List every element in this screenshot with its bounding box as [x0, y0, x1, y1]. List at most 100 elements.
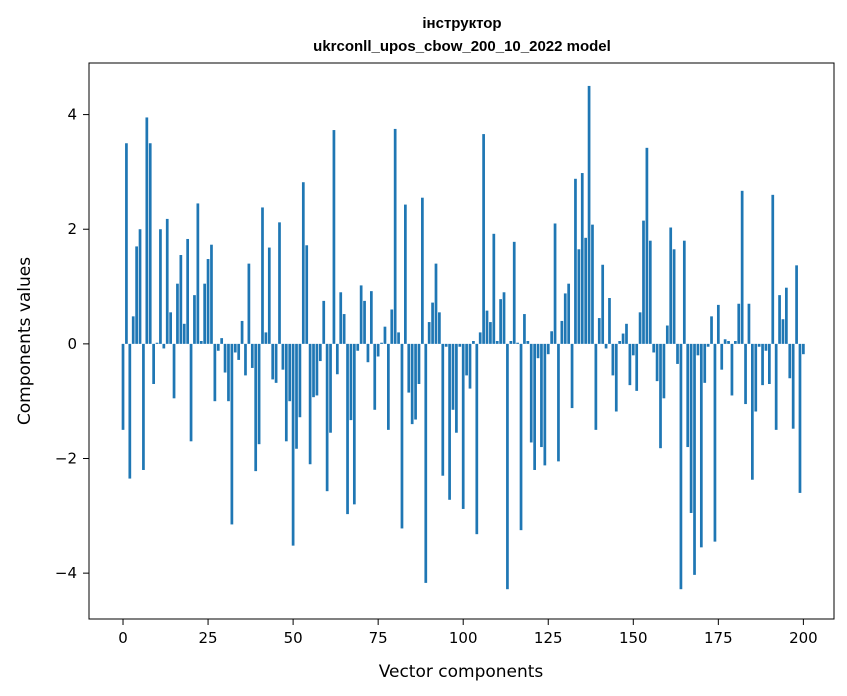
bar-50	[291, 343, 295, 546]
bar-5	[138, 229, 142, 344]
bar-104	[475, 343, 479, 535]
bar-25	[206, 259, 210, 344]
bar-166	[686, 343, 690, 448]
bar-series	[121, 85, 805, 590]
bar-173	[710, 316, 713, 344]
bar-145	[614, 343, 618, 412]
bar-116	[516, 342, 519, 344]
bar-9	[152, 343, 155, 384]
bar-146	[618, 341, 622, 344]
bar-141	[601, 264, 605, 344]
x-tick-label-175: 175	[704, 629, 733, 647]
bar-176	[720, 343, 724, 370]
bar-47	[281, 343, 285, 370]
x-tick-label-100: 100	[449, 629, 478, 647]
bar-16	[176, 283, 179, 344]
bar-14	[169, 312, 172, 344]
y-axis-label: Components values	[15, 257, 35, 425]
bar-136	[584, 237, 588, 344]
bar-135	[580, 173, 584, 344]
bar-67	[349, 343, 353, 421]
bar-12	[162, 343, 166, 349]
bar-156	[652, 343, 656, 353]
bar-74	[373, 343, 377, 410]
bar-19	[186, 238, 190, 344]
bar-153	[642, 220, 645, 344]
bar-138	[591, 224, 594, 344]
bar-95	[444, 343, 448, 347]
bar-157	[655, 343, 659, 382]
bar-4	[135, 246, 138, 344]
y-tick-label--4: −4	[55, 564, 77, 582]
bar-41	[261, 207, 264, 344]
bar-154	[645, 147, 649, 344]
bar-55	[308, 343, 312, 465]
y-axis: −4 −2 0 2 4	[55, 106, 89, 582]
bar-21	[193, 295, 196, 344]
bar-92	[434, 263, 438, 344]
bar-164	[679, 343, 683, 590]
bar-76	[380, 342, 383, 344]
bar-169	[696, 343, 700, 356]
bar-125	[546, 343, 550, 355]
bar-81	[397, 332, 400, 344]
x-axis-label: Vector components	[379, 662, 544, 682]
bar-54	[305, 245, 309, 344]
bar-143	[608, 298, 611, 344]
bar-87	[417, 343, 421, 384]
bar-84	[407, 343, 411, 393]
bar-82	[400, 343, 404, 529]
bar-77	[383, 326, 387, 344]
bar-101	[465, 343, 468, 376]
bar-112	[502, 292, 506, 344]
bar-45	[274, 343, 278, 383]
bar-158	[659, 343, 662, 449]
bar-177	[723, 339, 727, 344]
bar-128	[557, 343, 560, 462]
bar-162	[672, 249, 676, 344]
bar-32	[230, 343, 234, 525]
bar-134	[577, 249, 581, 344]
bar-75	[376, 343, 380, 357]
bar-22	[196, 203, 200, 344]
bar-2	[128, 343, 132, 479]
x-tick-label-0: 0	[118, 629, 128, 647]
y-tick-label-2: 2	[67, 220, 77, 238]
bar-133	[574, 178, 577, 344]
bar-10	[155, 342, 159, 344]
bar-144	[611, 343, 615, 376]
bar-121	[533, 343, 536, 470]
bar-168	[693, 343, 696, 575]
bar-38	[250, 343, 254, 368]
bar-29	[220, 338, 224, 344]
bar-142	[604, 343, 608, 349]
bar-53	[301, 182, 305, 344]
chart-title-line1: інструктор	[422, 15, 501, 32]
bar-118	[523, 314, 526, 344]
bar-175	[716, 304, 720, 344]
bar-86	[414, 343, 417, 420]
bar-150	[631, 343, 635, 356]
bar-51	[295, 343, 298, 449]
bar-58	[318, 343, 322, 362]
bar-23	[199, 341, 203, 344]
bar-33	[233, 343, 237, 353]
bar-85	[410, 343, 414, 425]
bar-187	[757, 343, 761, 347]
bar-24	[203, 283, 207, 344]
bar-132	[570, 343, 574, 409]
bar-109	[492, 233, 496, 344]
x-tick-label-200: 200	[789, 629, 818, 647]
bar-34	[237, 343, 241, 360]
x-tick-label-150: 150	[619, 629, 648, 647]
bar-165	[682, 240, 686, 344]
bar-18	[182, 323, 186, 344]
bar-155	[648, 240, 652, 344]
bar-27	[213, 343, 217, 402]
bar-198	[795, 265, 798, 344]
bar-183	[744, 343, 747, 405]
bar-83	[404, 204, 407, 344]
bar-111	[499, 299, 502, 344]
bar-120	[529, 343, 533, 443]
bar-192	[774, 343, 778, 430]
